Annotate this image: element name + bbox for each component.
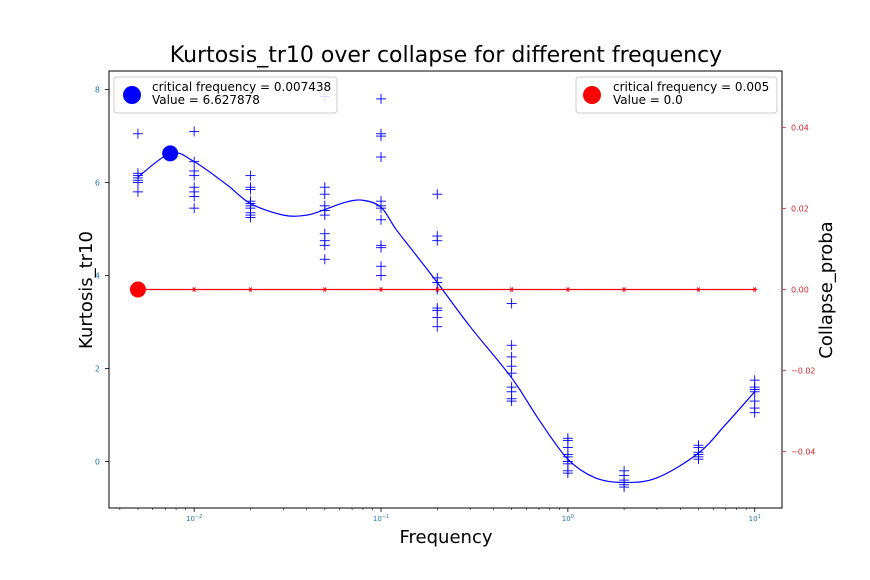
x-tick-label: 10−1	[373, 514, 389, 523]
right-axis-ticks: 0.04 0.02 0.00 −0.02 −0.04	[782, 124, 816, 456]
star-stroke	[696, 287, 701, 292]
data-point	[376, 242, 387, 253]
star-marker	[322, 287, 328, 292]
data-point	[319, 254, 330, 265]
y-tick-label: 2	[95, 365, 100, 374]
data-point	[132, 177, 143, 188]
legend-critical-red: critical frequency = 0.005 Value = 0.0	[575, 76, 778, 114]
data-point	[749, 386, 760, 397]
data-point	[245, 170, 256, 181]
star-marker	[434, 287, 440, 292]
star-stroke	[566, 287, 570, 292]
data-point	[319, 210, 330, 221]
star-marker	[509, 287, 515, 292]
series-layer	[129, 91, 760, 493]
x-tick-exponent: −1	[382, 514, 389, 520]
data-point	[132, 186, 143, 197]
left-axis-ticks: 0 2 4 6 8	[95, 86, 109, 467]
star-stroke	[379, 287, 383, 292]
data-point	[376, 131, 387, 142]
data-point	[376, 214, 387, 225]
y-tick-label: 6	[95, 179, 100, 188]
legend-frame	[113, 76, 338, 114]
y-axis-label: Kurtosis_tr10	[76, 231, 97, 349]
data-point	[506, 298, 517, 309]
x-tick-exponent: 1	[758, 514, 761, 520]
x-tick-label: 101	[749, 514, 761, 523]
data-point	[376, 93, 387, 104]
legend-blue-line1: critical frequency = 0.007438	[152, 80, 331, 94]
star-marker	[378, 287, 384, 292]
legend-critical-blue: critical frequency = 0.007438 Value = 6.…	[113, 76, 338, 114]
data-point	[189, 126, 200, 137]
data-point	[506, 396, 517, 407]
data-point	[189, 203, 200, 214]
data-point	[189, 191, 200, 202]
bottom-axis-ticks: 10−2 10−1 100 101	[119, 508, 761, 523]
star-stroke	[753, 287, 757, 292]
data-point	[319, 189, 330, 200]
data-point	[749, 407, 760, 418]
data-point	[376, 203, 387, 214]
x-tick-exponent: 0	[571, 514, 574, 520]
x-tick-exponent: −2	[195, 514, 202, 520]
star-marker	[247, 287, 253, 292]
data-point	[619, 482, 630, 493]
data-point	[132, 128, 143, 139]
y2-tick-label: 0.04	[791, 124, 809, 133]
star-marker	[752, 287, 758, 292]
x-axis-label: Frequency	[400, 527, 493, 548]
data-point	[189, 170, 200, 181]
star-stroke	[509, 287, 514, 292]
y2-axis-label: Collapse_proba	[816, 221, 837, 358]
y2-tick-label: −0.02	[791, 366, 816, 375]
data-point	[562, 468, 573, 479]
data-point	[432, 321, 443, 332]
y2-tick-label: −0.04	[791, 447, 816, 456]
legend-red-line1: critical frequency = 0.005	[613, 80, 769, 94]
data-point	[506, 351, 517, 362]
y-tick-label: 0	[95, 458, 100, 467]
data-point	[376, 152, 387, 163]
star-stroke	[192, 287, 196, 292]
legend-red-line2: Value = 0.0	[613, 93, 683, 107]
star-marker	[565, 287, 571, 292]
data-point	[432, 235, 443, 246]
y2-tick-label: 0.00	[791, 286, 809, 295]
star-marker	[695, 287, 701, 292]
legend-marker-blue	[123, 86, 141, 104]
star-stroke	[435, 287, 439, 292]
data-point	[432, 189, 443, 200]
data-point	[376, 270, 387, 281]
data-point	[376, 261, 387, 272]
star-stroke	[622, 287, 626, 292]
legend-marker-red	[583, 86, 601, 104]
star-marker	[621, 287, 627, 292]
data-point	[693, 454, 704, 465]
star-stroke	[323, 287, 327, 292]
legend-blue-line2: Value = 6.627878	[152, 93, 260, 107]
data-point	[245, 212, 256, 223]
data-point	[319, 240, 330, 251]
critical-point-marker	[162, 145, 179, 162]
star-stroke	[248, 287, 253, 292]
chart-title: Kurtosis_tr10 over collapse for differen…	[170, 43, 722, 68]
legend-frame	[575, 76, 778, 114]
y2-tick-label: 0.02	[791, 205, 809, 214]
y-tick-label: 8	[95, 86, 100, 95]
data-point	[245, 184, 256, 195]
critical-point-marker	[129, 281, 146, 298]
star-marker	[191, 287, 197, 292]
y-tick-label: 4	[95, 272, 100, 281]
kurtosis-fit-curve	[137, 152, 756, 484]
data-point	[506, 340, 517, 351]
x-tick-label: 100	[562, 514, 574, 523]
x-tick-label: 10−2	[186, 514, 202, 523]
data-point	[432, 312, 443, 323]
